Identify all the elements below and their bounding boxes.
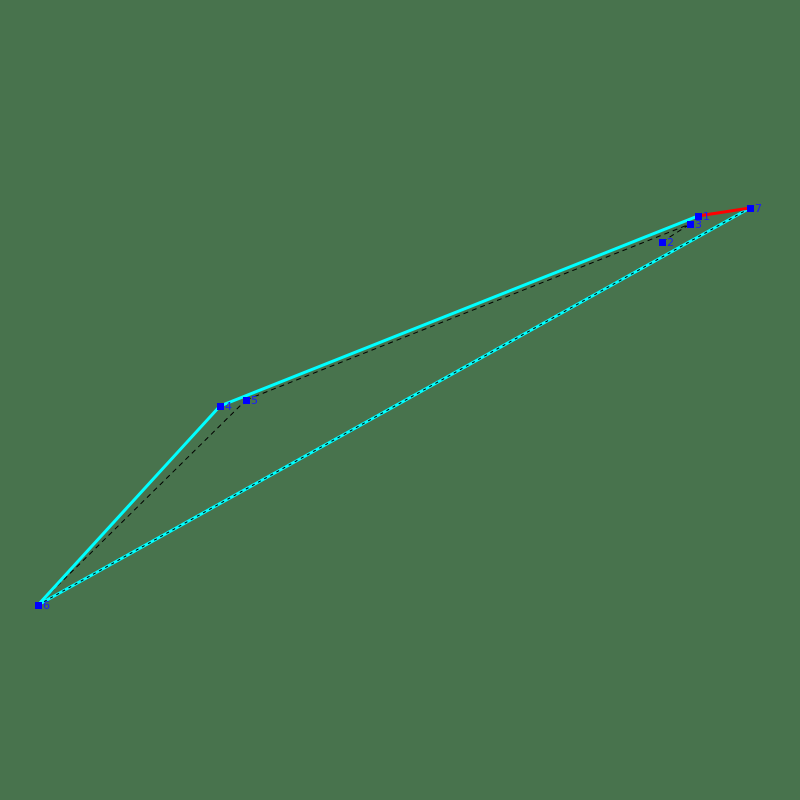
edge-5-3-dashed xyxy=(245,223,691,401)
point-label: 3 xyxy=(695,218,702,231)
point-label: 7 xyxy=(755,202,762,215)
edge-2-3-dashed xyxy=(661,223,691,243)
path-1-4-6 xyxy=(36,214,699,607)
point-3[interactable]: 3 xyxy=(687,218,702,231)
edge-1-7-highlight xyxy=(697,206,751,218)
point-label: 1 xyxy=(703,210,710,223)
point-2[interactable]: 2 xyxy=(659,236,674,249)
point-label: 2 xyxy=(667,236,674,249)
point-4[interactable]: 4 xyxy=(217,400,232,413)
point-6[interactable]: 6 xyxy=(35,599,50,612)
point-7[interactable]: 7 xyxy=(747,202,762,215)
point-label: 5 xyxy=(251,394,258,407)
edge-6-5-dashed xyxy=(37,399,247,606)
point-label: 4 xyxy=(225,400,232,413)
point-1[interactable]: 1 xyxy=(695,210,710,223)
edge-6-7-inner-dash xyxy=(37,207,751,606)
point-label: 6 xyxy=(43,599,50,612)
point-5[interactable]: 5 xyxy=(243,394,258,407)
